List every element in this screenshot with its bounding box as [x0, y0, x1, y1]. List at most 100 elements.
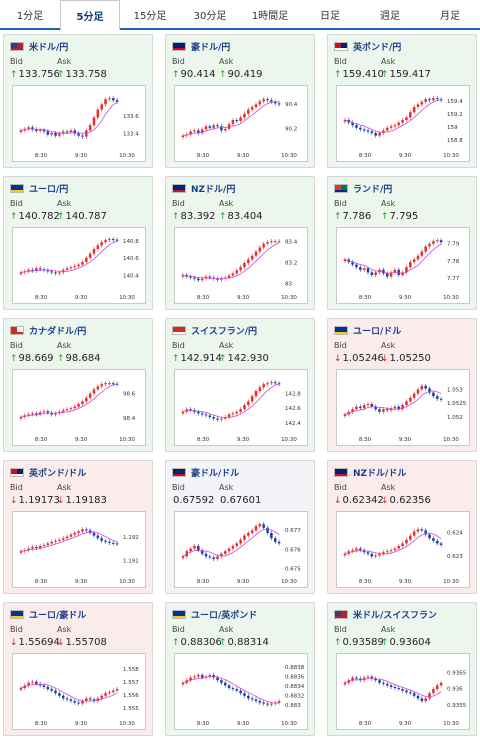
mini-candle-chart[interactable]: 142.8 142.6 142.4 8:30 9:30 10:30 — [174, 369, 308, 446]
candle-body — [204, 126, 208, 130]
pair-header[interactable]: NZドル/円 — [172, 182, 236, 195]
rate-card[interactable]: ランド/円 Bid Ask ↑7.786 ↑7.795 7.79 7.78 7.77… — [327, 176, 477, 310]
pair-header[interactable]: ユーロ/円 — [10, 182, 69, 195]
x-tick-label: 10:30 — [119, 437, 135, 443]
pair-header[interactable]: 豪ドル/円 — [172, 40, 231, 53]
pair-header[interactable]: カナダドル/円 — [10, 324, 87, 337]
candle-body — [243, 535, 246, 540]
tab-daily[interactable]: 日足 — [320, 10, 340, 22]
pair-name[interactable]: 英ポンド/ドル — [29, 468, 87, 479]
candle-body — [432, 538, 435, 541]
mini-candle-chart[interactable]: 90.4 90.2 8:30 9:30 10:30 — [174, 85, 308, 162]
rate-card[interactable]: NZドル/円 Bid Ask ↑83.392 ↑83.404 83.4 83.2 8… — [165, 176, 315, 310]
pair-name[interactable]: 米ドル/円 — [29, 42, 69, 53]
rate-card[interactable]: ユーロ/ドル Bid Ask ↓1.05246 ↓1.05250 1.053 1.… — [327, 318, 477, 452]
y-tick-label: 159.4 — [447, 99, 463, 105]
bid-arrow-icon: ↑ — [334, 70, 342, 80]
mini-candle-chart[interactable]: 1.192 1.191 8:30 9:30 10:30 — [12, 511, 146, 588]
mini-candle-chart[interactable]: 1.053 1.0525 1.052 8:30 9:30 10:30 — [336, 369, 470, 446]
candle-body — [385, 551, 389, 553]
moving-average-line — [344, 99, 442, 133]
pair-header[interactable]: ユーロ/ドル — [334, 324, 402, 337]
candle-body — [197, 546, 200, 551]
rate-card[interactable]: 豪ドル/ドル Bid Ask 0.67592 0.67601 0.677 0.67… — [165, 460, 315, 594]
candle-body — [382, 682, 385, 684]
candle-body — [69, 408, 73, 410]
candle-body — [266, 703, 269, 705]
rate-card[interactable]: ユーロ/豪ドル Bid Ask ↓1.55694 ↓1.55708 1.558 1… — [3, 602, 153, 736]
tab-30min[interactable]: 30分足 — [193, 10, 227, 22]
au-flag-icon — [172, 41, 186, 51]
pair-name[interactable]: NZドル/ドル — [353, 468, 407, 479]
pair-header[interactable]: ユーロ/英ポンド — [172, 608, 258, 621]
mini-candle-chart[interactable]: 0.9365 0.936 0.9355 8:30 9:30 10:30 — [336, 653, 470, 730]
pair-name[interactable]: ユーロ/英ポンド — [191, 610, 258, 621]
candle-body — [193, 676, 196, 678]
pair-name[interactable]: 豪ドル/円 — [191, 42, 231, 53]
mini-candle-chart[interactable]: 98.6 98.4 8:30 9:30 10:30 — [12, 369, 146, 446]
rate-card[interactable]: 米ドル/スイスフラン Bid Ask ↑0.93589 ↑0.93604 0.9… — [327, 602, 477, 736]
mini-candle-chart[interactable]: 159.4 159.2 159 158.8 8:30 9:30 10:30 — [336, 85, 470, 162]
candle-body — [258, 101, 262, 105]
candle-body — [343, 553, 347, 556]
rate-card[interactable]: カナダドル/円 Bid Ask ↑98.669 ↑98.684 98.6 98.4… — [3, 318, 153, 452]
mini-candle-chart[interactable]: 0.8838 0.8836 0.8834 0.8832 0.883 8:30 9:30 10:… — [174, 653, 308, 730]
candle-body — [370, 676, 374, 679]
pair-name[interactable]: ユーロ/円 — [29, 184, 69, 195]
pair-header[interactable]: 米ドル/円 — [10, 40, 69, 53]
pair-name[interactable]: 豪ドル/ドル — [191, 468, 240, 479]
pair-name[interactable]: カナダドル/円 — [29, 326, 87, 337]
rate-card[interactable]: ユーロ/英ポンド Bid Ask ↑0.88306 ↑0.88314 0.883… — [165, 602, 315, 736]
ask-label: Ask — [57, 57, 72, 66]
candle-body — [366, 676, 370, 678]
tab-monthly[interactable]: 月足 — [440, 10, 460, 22]
rate-card[interactable]: スイスフラン/円 Bid Ask ↑142.914 ↑142.930 142.8… — [165, 318, 315, 452]
bid-label: Bid — [172, 341, 185, 350]
candle-body — [374, 272, 377, 275]
candle-body — [277, 701, 281, 703]
candle-body — [197, 130, 200, 133]
rate-card[interactable]: ユーロ/円 Bid Ask ↑140.782 ↑140.787 140.8 140… — [3, 176, 153, 310]
tab-1hour[interactable]: 1時間足 — [251, 10, 289, 22]
pair-name[interactable]: 米ドル/スイスフラン — [353, 610, 438, 621]
pair-header[interactable]: ランド/円 — [334, 182, 393, 195]
pair-header[interactable]: 英ポンド/ドル — [10, 466, 87, 479]
pair-header[interactable]: 豪ドル/ドル — [172, 466, 240, 479]
mini-candle-chart[interactable]: 83.4 83.2 83 8:30 9:30 10:30 — [174, 227, 308, 304]
pair-name[interactable]: NZドル/円 — [191, 184, 236, 195]
pair-header[interactable]: 米ドル/スイスフラン — [334, 608, 438, 621]
candle-body — [111, 690, 115, 693]
pair-header[interactable]: スイスフラン/円 — [172, 324, 258, 337]
pair-name[interactable]: ユーロ/豪ドル — [29, 610, 87, 621]
candle-body — [61, 695, 65, 699]
pair-header[interactable]: NZドル/ドル — [334, 466, 407, 479]
rate-card[interactable]: 豪ドル/円 Bid Ask ↑90.414 ↑90.419 90.4 90.2 8:… — [165, 34, 315, 168]
tab-weekly[interactable]: 週足 — [380, 10, 400, 22]
pair-header[interactable]: ユーロ/豪ドル — [10, 608, 87, 621]
candle-body — [216, 556, 219, 559]
mini-candle-chart[interactable]: 0.677 0.676 0.675 8:30 9:30 10:30 — [174, 511, 308, 588]
pair-name[interactable]: スイスフラン/円 — [191, 326, 258, 337]
rate-card[interactable]: 英ポンド/円 Bid Ask ↑159.410 ↑159.417 159.4 15… — [327, 34, 477, 168]
mini-candle-chart[interactable]: 1.558 1.557 1.556 1.555 8:30 9:30 10:30 — [12, 653, 146, 730]
tab-1min[interactable]: 1分足 — [16, 10, 44, 22]
candle-body — [38, 546, 42, 549]
pair-name[interactable]: ランド/円 — [353, 184, 393, 195]
candle-body — [81, 135, 84, 137]
rate-card[interactable]: 英ポンド/ドル Bid Ask ↓1.19173 ↓1.19183 1.192 1… — [3, 460, 153, 594]
rate-card[interactable]: 米ドル/円 Bid Ask ↑133.756 ↑133.758 133.6 133… — [3, 34, 153, 168]
candle-body — [273, 538, 277, 542]
rate-card[interactable]: NZドル/ドル Bid Ask ↓0.62342 ↓0.62356 0.624 0… — [327, 460, 477, 594]
pair-name[interactable]: 英ポンド/円 — [353, 42, 402, 53]
tab-5min[interactable]: 5分足 — [60, 0, 120, 32]
mini-candle-chart[interactable]: 0.624 0.623 8:30 9:30 10:30 — [336, 511, 470, 588]
tab-15min[interactable]: 15分足 — [133, 10, 167, 22]
candle-body — [359, 678, 362, 681]
pair-name[interactable]: ユーロ/ドル — [353, 326, 402, 337]
pair-header[interactable]: 英ポンド/円 — [334, 40, 402, 53]
candle-body — [277, 103, 281, 105]
bid-value: ↓1.19173 — [10, 495, 60, 506]
mini-candle-chart[interactable]: 133.6 133.4 8:30 9:30 10:30 — [12, 85, 146, 162]
mini-candle-chart[interactable]: 7.79 7.78 7.77 8:30 9:30 10:30 — [336, 227, 470, 304]
mini-candle-chart[interactable]: 140.8 140.6 140.4 8:30 9:30 10:30 — [12, 227, 146, 304]
